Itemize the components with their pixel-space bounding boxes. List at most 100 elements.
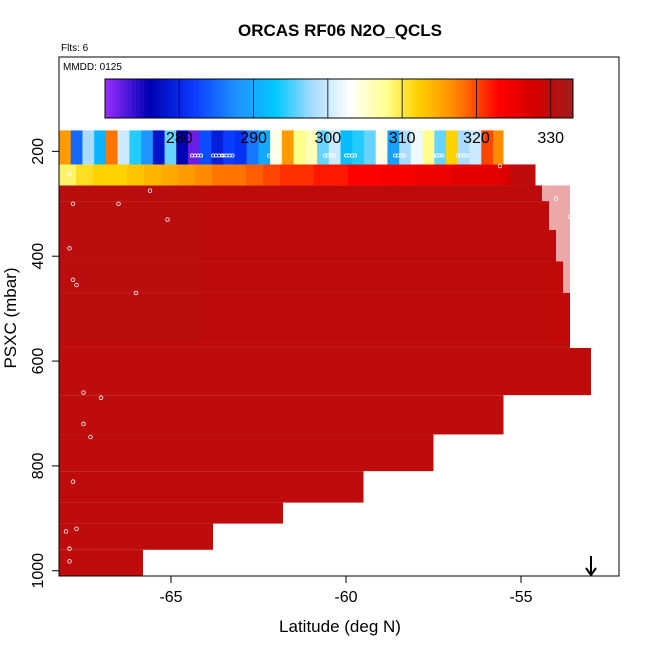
colorbar-segment	[534, 79, 539, 118]
heatmap-cell	[434, 130, 447, 165]
heatmap-cell	[467, 164, 485, 186]
colorbar-segment	[545, 79, 550, 118]
data-point-marker	[275, 153, 280, 158]
data-point-marker	[63, 529, 69, 534]
data-point-marker	[70, 277, 76, 283]
colorbar-segment	[241, 79, 246, 118]
heatmap-cell	[409, 185, 479, 341]
colorbar-segment	[448, 79, 453, 118]
heatmap-cell	[365, 164, 383, 186]
heatmap-cell	[178, 164, 196, 186]
colorbar-segment	[319, 79, 324, 118]
colorbar-segment	[225, 79, 231, 118]
colorbar-segment	[350, 79, 355, 118]
colorbar-segment	[420, 79, 426, 118]
colorbar-segment	[452, 79, 457, 118]
chart-title: ORCAS RF06 N2O_QCLS	[238, 21, 442, 40]
heatmap-cell	[331, 164, 349, 186]
colorbar-segment	[132, 79, 137, 118]
colorbar-segment	[323, 79, 328, 118]
colorbar-segment	[366, 79, 371, 118]
colorbar-segment	[175, 79, 180, 118]
data-point-marker	[74, 526, 79, 532]
heatmap-cell	[141, 130, 154, 165]
colorbar-segment	[471, 79, 476, 118]
heatmap-cell	[93, 164, 111, 186]
colorbar-segment	[537, 79, 543, 118]
data-point-marker	[602, 390, 608, 395]
colorbar-segment	[249, 79, 254, 118]
colorbar-segment	[214, 79, 219, 118]
heatmap-cell	[59, 292, 570, 348]
colorbar-segment	[190, 79, 196, 118]
data-point-marker	[497, 163, 503, 169]
data-point-marker	[67, 246, 72, 251]
colorbar-segment	[124, 79, 129, 118]
colorbar-segment	[257, 79, 262, 118]
heatmap-cells	[59, 130, 591, 576]
y-tick-label: 1000	[30, 553, 47, 589]
colorbar-segment	[362, 79, 367, 118]
heatmap-cell	[59, 347, 591, 396]
colorbar-segment	[202, 79, 207, 118]
heatmap-cell	[59, 201, 549, 230]
heatmap-cell	[305, 130, 318, 165]
colorbar-segment	[342, 79, 348, 118]
heatmap-cell	[59, 471, 364, 503]
heatmap-cell	[59, 502, 283, 524]
heatmap-cell	[246, 130, 259, 165]
colorbar-segment	[280, 79, 285, 118]
colorbar-segment	[557, 79, 562, 118]
colorbar-segment	[456, 79, 461, 118]
colorbar-segment	[292, 79, 297, 118]
colorbar-segment	[288, 79, 293, 118]
x-axis-label: Latitude (deg N)	[279, 617, 401, 636]
heatmap-cell	[457, 130, 471, 165]
colorbar-segment	[284, 79, 289, 118]
heatmap-cell	[212, 164, 230, 186]
colorbar-segment	[155, 79, 160, 118]
colorbar-segment	[358, 79, 363, 118]
heatmap-cell	[176, 130, 189, 165]
colorbar-segment	[147, 79, 153, 118]
heatmap-cell	[416, 164, 434, 186]
colorbar: 280 290 300 310 320 330	[104, 78, 574, 147]
colorbar-segment	[179, 79, 184, 118]
heatmap-cell	[269, 185, 339, 341]
colorbar-segment	[276, 79, 281, 118]
colorbar-segment	[315, 79, 320, 118]
colorbar-segment	[502, 79, 508, 118]
colorbar-segment	[569, 79, 574, 118]
heatmap-cell	[433, 164, 451, 186]
colorbar-tick-label: 330	[537, 130, 564, 147]
colorbar-segment	[163, 79, 168, 118]
colorbar-segment	[370, 79, 375, 118]
heatmap-cell	[117, 130, 130, 165]
colorbar-segment	[553, 79, 558, 118]
heatmap-cell	[399, 164, 417, 186]
heatmap-cell	[297, 164, 315, 186]
colorbar-segment	[541, 79, 547, 118]
heatmap-cell	[59, 185, 129, 341]
data-point-marker	[352, 153, 357, 158]
heatmap-cell	[549, 185, 570, 341]
colorbar-segment	[510, 79, 515, 118]
colorbar-segment	[518, 79, 523, 118]
colorbar-segment	[522, 79, 527, 118]
colorbar-segment	[561, 79, 566, 118]
heatmap-cell	[229, 164, 247, 186]
data-point-marker	[98, 395, 104, 400]
heatmap-cell	[144, 164, 162, 186]
data-point-marker	[67, 546, 72, 551]
heatmap-cell	[59, 434, 434, 472]
colorbar-segment	[530, 79, 535, 118]
colorbar-segment	[245, 79, 250, 118]
colorbar-segment	[112, 79, 118, 118]
colorbar-segment	[335, 79, 340, 118]
colorbar-tick-label: 300	[315, 130, 342, 147]
heatmap-cell	[246, 164, 264, 186]
data-point-marker	[88, 434, 93, 440]
heatmap-cell	[479, 185, 549, 341]
colorbar-segment	[479, 79, 484, 118]
